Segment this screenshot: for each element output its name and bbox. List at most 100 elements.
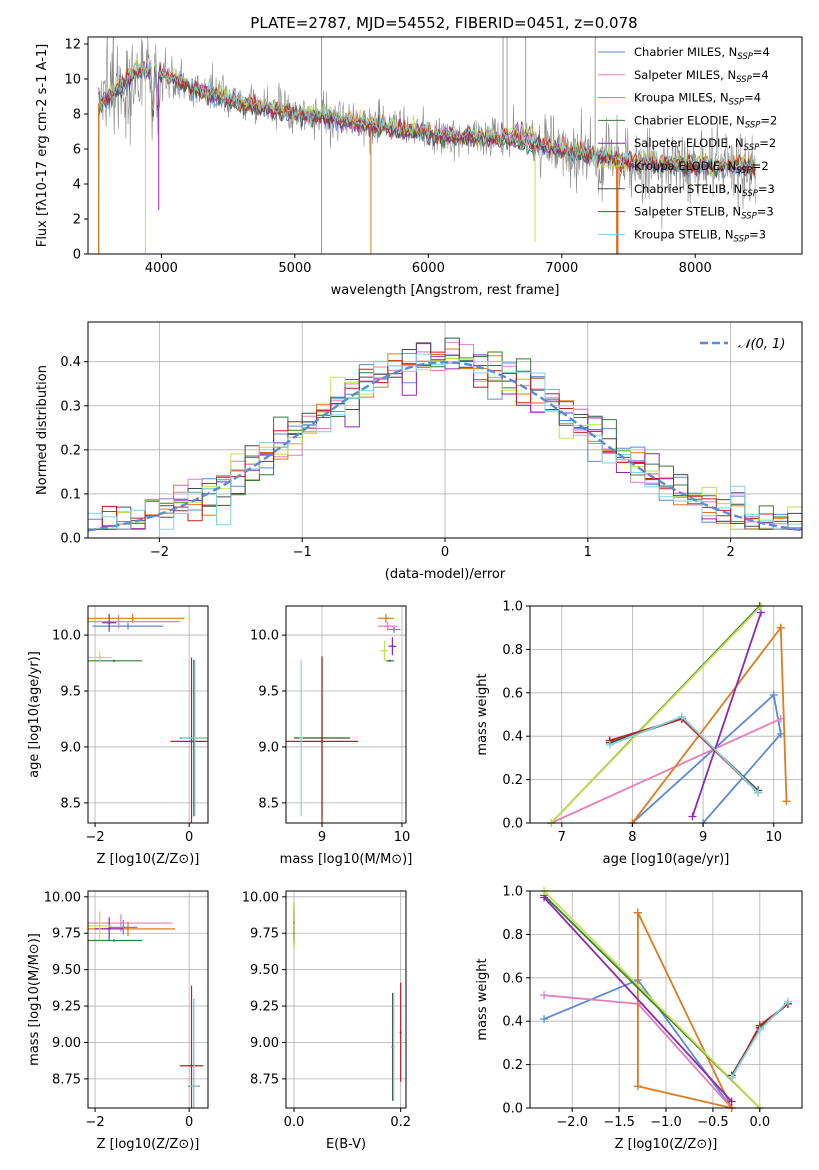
y-tick-label: 0.8: [502, 643, 523, 658]
weight-line-chabrier_miles: [631, 693, 782, 824]
y-tick-label: 9.75: [250, 927, 279, 942]
y-tick-label: 10.0: [52, 629, 81, 644]
y-tick-label: 9.5: [60, 685, 81, 700]
y-tick-label: 10.00: [44, 890, 81, 905]
x-tick-label: 7: [558, 830, 566, 845]
weight-marker-salpeter_elodie: [688, 812, 697, 821]
y-axis-label: Flux [fλ10-17 erg cm-2 s-1 A-1]: [35, 44, 50, 247]
point-kroupa_stelib: [392, 1045, 395, 1049]
residual-histogram-axes: −2 −1 0 1 2 0.0 0.1 0.2 0.3 0.4 (data-model)/error…: [35, 321, 803, 582]
y-tick-label: 0.8: [502, 928, 523, 943]
axes-frame: [285, 605, 407, 824]
point-chabrier_elodie: [388, 659, 392, 663]
x-tick-label: −2: [85, 830, 104, 845]
model-line-kroupa_stelib: [98, 61, 756, 173]
errorbar-plot-area: [286, 613, 401, 823]
x-axis-label: E(B-V): [326, 1137, 366, 1152]
x-tick-label: 7000: [545, 261, 578, 276]
weight-line-kroupa_elodie: [550, 605, 762, 824]
y-axis-label: age [log10(age/yr)]: [27, 651, 42, 778]
weight-line-salpeter_miles: [550, 717, 782, 824]
y-tick-label: 8.75: [52, 1072, 81, 1087]
y-tick-label: 0.2: [502, 1058, 523, 1073]
y-tick-label: 9.25: [52, 1000, 81, 1015]
axes-frame: [87, 36, 803, 255]
y-tick-label: 0.0: [60, 532, 81, 547]
point-kroupa_miles: [384, 617, 388, 620]
y-axis-label: mass weight: [475, 673, 490, 755]
mass-vs-extinction-axes: 0.0 0.2 8.75 9.00 9.25 9.50 9.75 10.00 E(B-V): [242, 890, 411, 1152]
legend-label-tail: =2: [760, 113, 777, 127]
weight-vs-metallicity-axes: −2.0 −1.5 −1.0 −0.5 0.0 0.0 0.2 0.4 0.6 0.8 1.0 Z […: [475, 885, 803, 1152]
histogram-step-kroupa_stelib: [88, 353, 802, 530]
x-tick-label: 6000: [412, 261, 445, 276]
y-axis-label: mass [log10(M/M⊙)]: [27, 933, 42, 1066]
y-tick-label: 0.0: [502, 1102, 523, 1117]
weight-line-salpeter_elodie: [691, 612, 762, 817]
weight-marker-kroupa_miles: [633, 908, 642, 917]
errorbar-plot-area: [292, 902, 402, 1101]
weight-marker-salpeter_elodie: [727, 1097, 736, 1106]
point-chabrier_miles: [122, 926, 125, 929]
y-tick-label: 10: [64, 73, 81, 88]
legend-label: Chabrier MILES, NSSP=4: [634, 45, 770, 62]
point-kroupa_stelib: [300, 736, 303, 740]
point-salpeter_miles: [386, 624, 389, 628]
x-tick-label: −2: [150, 545, 169, 560]
x-tick-label: 0: [185, 1115, 193, 1130]
x-tick-label: 0.0: [284, 1115, 305, 1130]
y-tick-label: 9.25: [250, 1000, 279, 1015]
age-vs-mass-axes: 9 10 8.5 9.0 9.5 10.0 mass [log10(M/M⊙)]: [250, 605, 413, 867]
legend-label-sub: SSP: [729, 98, 745, 108]
errorbar-plot-area: [88, 613, 208, 823]
x-axis-label: (data-model)/error: [385, 567, 506, 582]
y-tick-label: 0.1: [60, 487, 81, 502]
y-tick-label: 12: [64, 38, 81, 53]
x-tick-label: 0.2: [390, 1115, 411, 1130]
axes-frame: [285, 890, 407, 1109]
legend-label-main: Chabrier ELODIE, N: [634, 113, 745, 127]
y-tick-label: 9.50: [52, 963, 81, 978]
y-tick-label: 0.4: [60, 355, 81, 370]
weight-plot-area: [547, 602, 791, 827]
y-tick-label: 9.75: [52, 927, 81, 942]
legend: Chabrier MILES, NSSP=4 Salpeter MILES, N S…: [598, 45, 777, 244]
y-tick-label: 0: [73, 248, 81, 263]
weight-marker-kroupa_stelib: [727, 1073, 736, 1082]
point-chabrier_elodie: [112, 939, 116, 942]
x-axis-label: mass [log10(M/M⊙)]: [280, 852, 413, 867]
legend-label: Chabrier STELIB, NSSP=3: [634, 182, 775, 199]
x-tick-label: 10: [765, 830, 782, 845]
x-tick-label: 8: [628, 830, 636, 845]
legend-label-tail: =2: [759, 136, 776, 150]
weight-marker-kroupa_miles: [776, 623, 785, 632]
x-axis-label: wavelength [Angstrom, rest frame]: [331, 283, 560, 298]
legend-label-tail: =4: [753, 45, 770, 59]
legend-label-main: Salpeter STELIB, N: [634, 205, 741, 219]
point-salpeter_miles: [119, 921, 123, 925]
point-chabrier_miles: [392, 628, 396, 631]
x-tick-label: −0.5: [697, 1115, 729, 1130]
weight-marker-kroupa_miles: [782, 797, 791, 806]
point-kroupa_elodie: [383, 649, 386, 652]
point-salpeter_stelib: [399, 1031, 402, 1034]
x-axis-label: Z [log10(Z/Z⊙)]: [615, 1137, 718, 1152]
y-tick-label: 8.75: [250, 1072, 279, 1087]
weight-line-salpeter_elodie: [543, 896, 733, 1103]
x-tick-label: 1: [584, 545, 592, 560]
weight-vs-age-axes: 7 8 9 10 0.0 0.2 0.4 0.6 0.8 1.0 age [log10(age/yr…: [475, 600, 803, 867]
legend-label: 𝒩(0, 1): [738, 337, 785, 352]
legend-label-main: Kroupa MILES, N: [634, 91, 729, 105]
y-axis-label: Normed distribution: [35, 365, 50, 495]
legend-label-main: Chabrier STELIB, N: [634, 182, 742, 196]
y-tick-label: 0.6: [502, 686, 523, 701]
point-salpeter_elodie: [391, 645, 394, 648]
weight-marker-kroupa_stelib: [755, 1025, 764, 1034]
legend-label-main: Salpeter MILES, N: [634, 68, 736, 82]
x-tick-label: 4000: [145, 261, 178, 276]
weight-line-kroupa_miles: [631, 625, 788, 824]
point-salpeter_stelib: [190, 740, 193, 743]
x-tick-label: 10: [394, 830, 411, 845]
legend-label-tail: =2: [752, 159, 769, 173]
point-kroupa_stelib: [193, 736, 197, 740]
